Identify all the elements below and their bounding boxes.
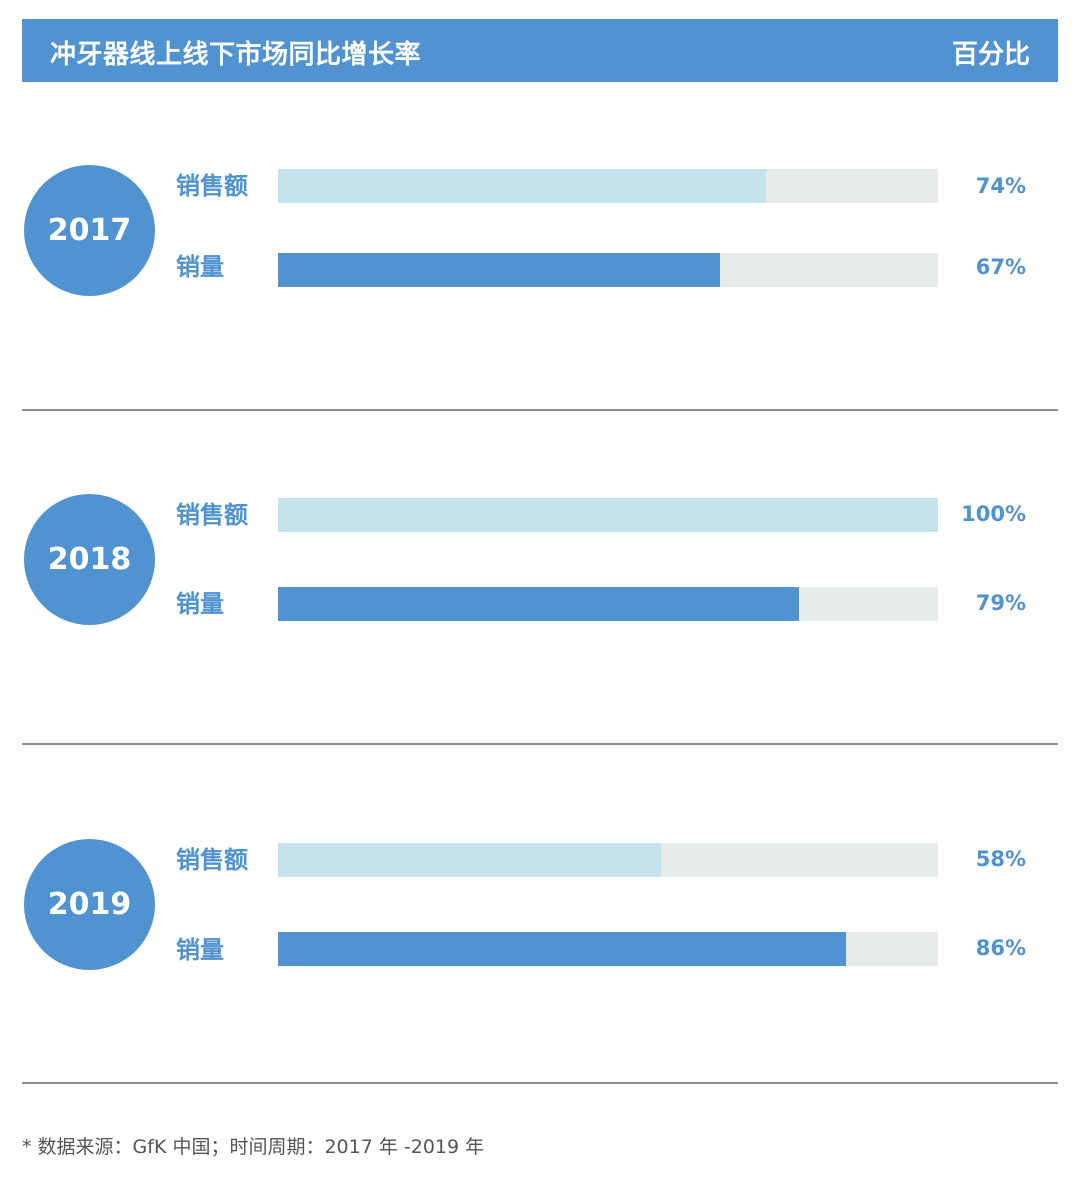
chart-unit-label: 百分比 <box>951 40 1030 70</box>
value-label-volume-2018: 79% <box>975 591 1026 615</box>
bar-track <box>278 587 938 621</box>
bar-sales-2018 <box>278 498 938 532</box>
bar-sales-2019 <box>278 843 661 877</box>
bar-volume-2019 <box>278 932 846 966</box>
section-divider <box>22 743 1058 745</box>
metric-label-volume: 销量 <box>176 253 224 281</box>
bar-track <box>278 253 938 287</box>
value-label-volume-2017: 67% <box>975 255 1026 279</box>
year-badge: 2017 <box>24 165 155 296</box>
bar-sales-2017 <box>278 169 767 203</box>
chart-title: 冲牙器线上线下市场同比增长率 <box>50 40 422 70</box>
chart-header: 冲牙器线上线下市场同比增长率 百分比 <box>22 19 1058 82</box>
value-label-volume-2019: 86% <box>975 936 1026 960</box>
data-source-footnote: * 数据来源：GfK 中国；时间周期：2017 年 -2019 年 <box>22 1136 485 1158</box>
year-badge: 2019 <box>24 839 155 970</box>
bar-track <box>278 843 938 877</box>
metric-label-volume: 销量 <box>176 936 224 964</box>
bar-volume-2017 <box>278 253 721 287</box>
value-label-sales-2018: 100% <box>961 502 1026 526</box>
metric-label-sales: 销售额 <box>176 172 248 200</box>
value-label-sales-2017: 74% <box>975 174 1026 198</box>
metric-label-sales: 销售额 <box>176 846 248 874</box>
bar-volume-2018 <box>278 587 800 621</box>
section-divider <box>22 1082 1058 1084</box>
bar-track <box>278 498 938 532</box>
section-divider <box>22 409 1058 411</box>
bar-track <box>278 932 938 966</box>
metric-label-sales: 销售额 <box>176 501 248 529</box>
value-label-sales-2019: 58% <box>975 847 1026 871</box>
bar-track <box>278 169 938 203</box>
year-badge: 2018 <box>24 494 155 625</box>
metric-label-volume: 销量 <box>176 590 224 618</box>
